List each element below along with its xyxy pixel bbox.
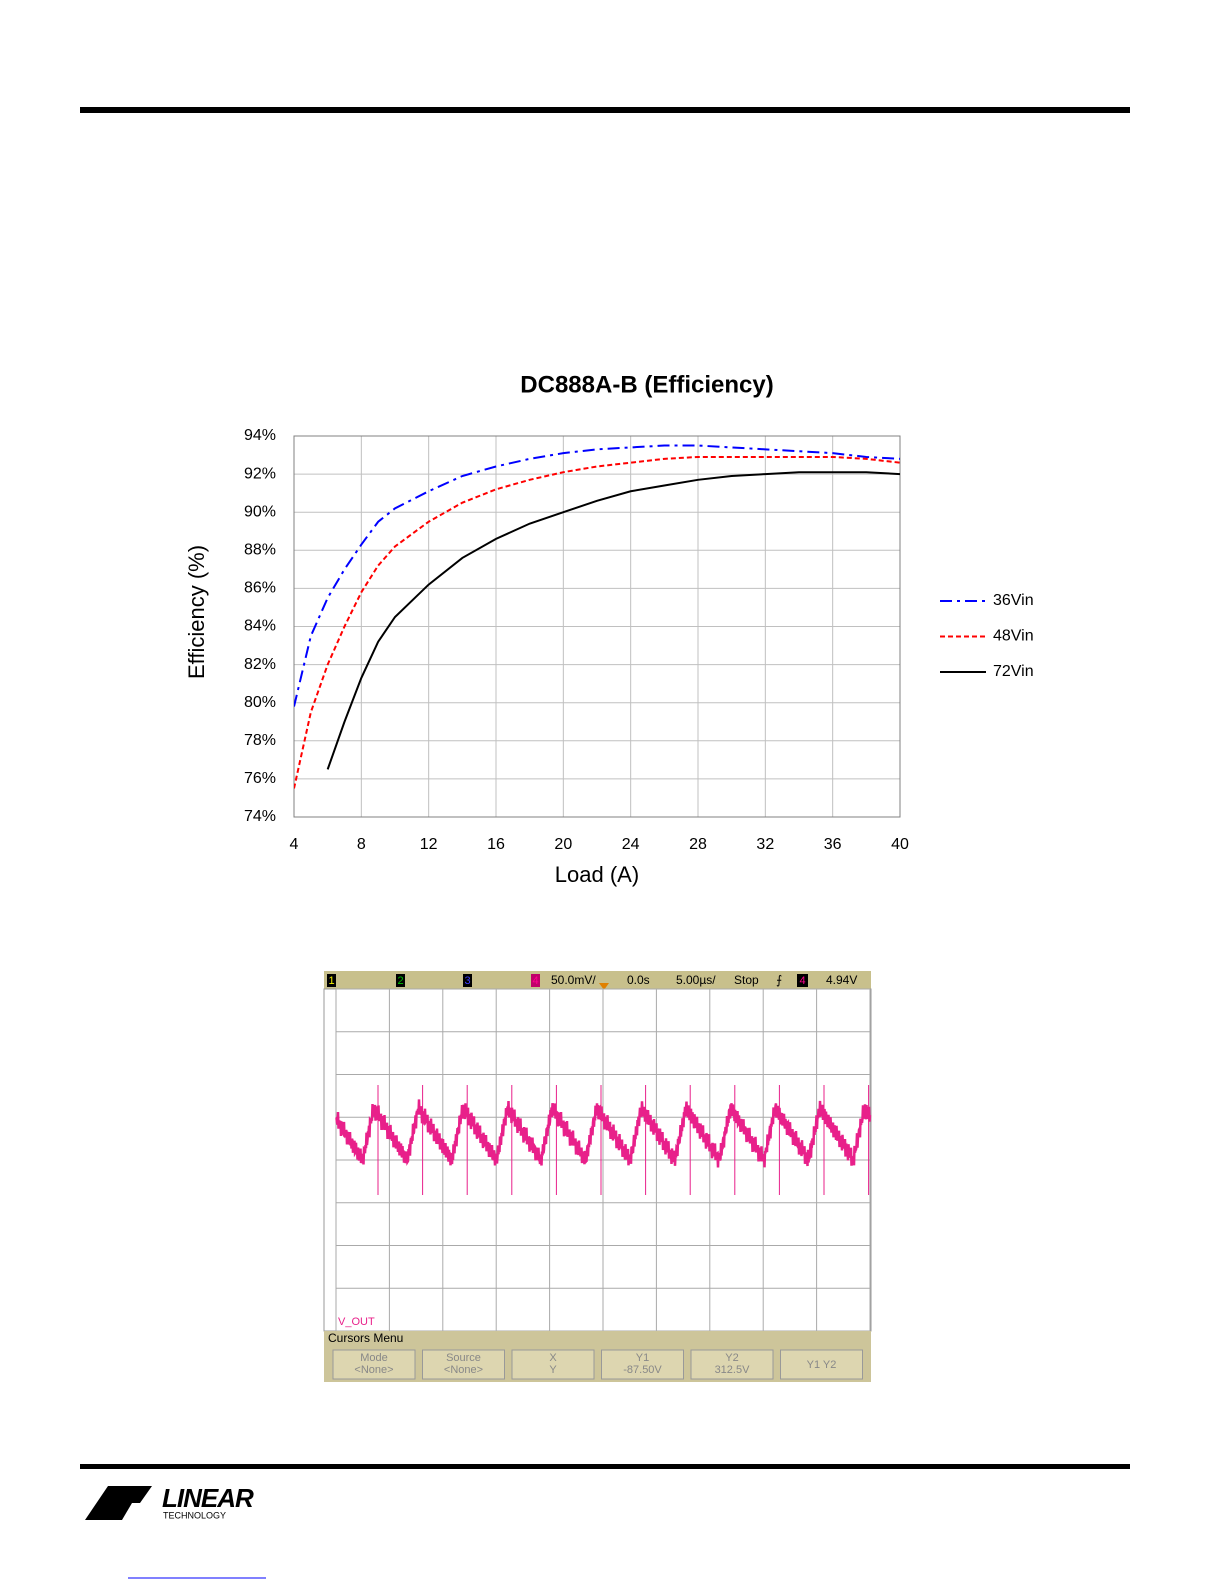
button-text: <None> [354,1364,393,1376]
button-text: Y1 [636,1352,649,1364]
x-tick-label: 36 [824,836,842,853]
menu-button [601,1349,684,1380]
y-tick-label: 80% [244,694,276,711]
trigger-channel: 4 [799,975,805,987]
channel-number: 3 [464,975,470,987]
menu-button [780,1349,863,1380]
logo-name: LINEAR [162,1483,254,1513]
header-text: Stop [734,973,759,987]
channel-number: 1 [328,975,334,987]
chart: 74% 76% 78% 80% 82% 84% 86% 88% 90% 92% 94% 4 8 12 16 2… [244,427,1034,853]
y-tick-label: 76% [244,770,276,787]
y-tick-label: 94% [244,427,276,444]
y-tick-label: 88% [244,542,276,559]
series-line [326,471,900,770]
menu-button [690,1349,774,1380]
channel-box [327,974,336,987]
y-tick-label: 82% [244,656,276,673]
menu-button [332,1349,416,1380]
header-text: 50.0mV/ [551,973,596,987]
menu-button [511,1349,595,1380]
waveform [335,1099,872,1168]
x-tick-label: 4 [290,836,299,853]
header-bar [324,971,871,989]
trace-label: V_OUT [338,1316,375,1328]
legend-label: 36Vin [993,592,1034,609]
header-text: 5.00µs/ [676,973,716,987]
button-text: Y1 Y2 [807,1359,837,1371]
channel-number: 4 [532,975,538,987]
y-tick-label: 86% [244,580,276,597]
y-axis-label: Efficiency (%) [184,545,209,679]
button-text: X [549,1352,557,1364]
trigger-icon: ⨍ [776,973,782,987]
logo-sub: TECHNOLOGY [163,1510,226,1520]
bottom-rule [80,1464,1130,1469]
x-tick-label: 16 [487,836,505,853]
channel-number: 2 [397,975,403,987]
button-text: Mode [360,1352,388,1364]
x-tick-label: 12 [420,836,438,853]
x-tick-label: 28 [689,836,707,853]
series-line [294,455,900,789]
legend-label: 72Vin [993,663,1034,680]
top-rule [80,107,1130,113]
oscilloscope: 1 2 3 4 50.0mV/0.0s 5.00µs/Stop ⨍ 4 4.94V V_OUT Cu… [323,971,872,1382]
x-tick-label: 24 [622,836,640,853]
plot-frame [293,435,901,818]
menu-button [422,1349,505,1380]
trigger-box [797,974,808,987]
header-text: 0.0s [627,973,650,987]
trigger-level: 4.94V [826,973,857,987]
button-text: Y [549,1364,557,1376]
series-line [294,444,900,707]
button-text: <None> [444,1364,483,1376]
channel-box [396,974,405,987]
y-tick-label: 92% [244,465,276,482]
legend-label: 48Vin [993,628,1034,645]
trigger-marker [599,983,609,990]
logo-mark [85,1486,152,1520]
y-tick-label: 78% [244,732,276,749]
button-text: Source [446,1352,481,1364]
menu-title: Cursors Menu [328,1331,403,1345]
button-text: Y2 [725,1352,738,1364]
button-text: 312.5V [715,1364,751,1376]
y-tick-label: 84% [244,618,276,635]
channel-box [531,974,540,987]
x-tick-label: 8 [357,836,366,853]
y-tick-label: 90% [244,503,276,520]
button-text: -87.50V [623,1364,662,1376]
x-tick-label: 32 [756,836,774,853]
x-tick-label: 20 [554,836,572,853]
y-tick-label: 74% [244,808,276,825]
x-tick-label: 40 [891,836,909,853]
x-axis-label: Load (A) [555,862,639,887]
channel-box [463,974,472,987]
chart-title: DC888A-B (Efficiency) [520,371,773,398]
